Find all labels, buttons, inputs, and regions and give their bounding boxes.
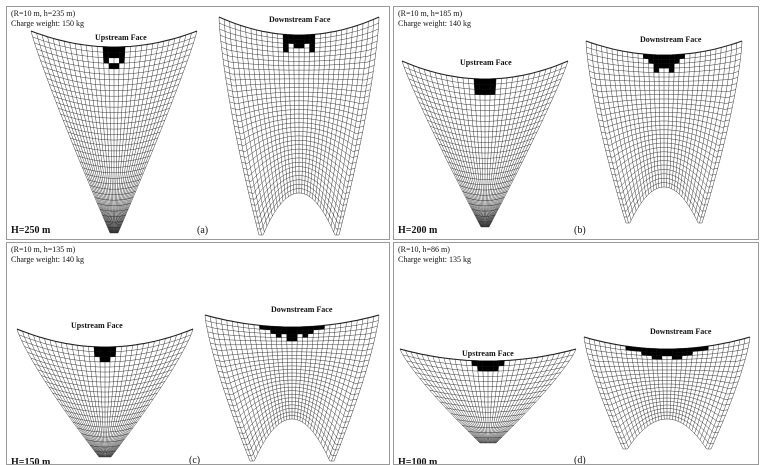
panel-b-label: (b) — [574, 225, 586, 236]
panel-a-height-label: H=250 m — [11, 225, 51, 236]
panel-b-charge-weight: Charge weight: 140 kg — [398, 19, 471, 28]
panel-b-upstream-label: Upstream Face — [460, 58, 512, 67]
panel-d-upstream-mesh — [399, 348, 577, 444]
panel-a-geometry: (R=10 m, h=235 m) — [11, 9, 76, 18]
panel-b-downstream-label: Downstream Face — [640, 35, 702, 44]
panel-d-geometry: (R=10, h=86 m) — [398, 245, 450, 254]
panel-d-downstream-label: Downstream Face — [650, 327, 712, 336]
panel-c-label: (c) — [189, 455, 201, 465]
panel-d-height-label: H=100 m — [398, 457, 438, 465]
panel-c-height-label: H=150 m — [11, 457, 51, 465]
panel-c-charge-weight: Charge weight: 140 kg — [11, 255, 84, 264]
panel-b-parameters: (R=10 m, h=185 m) Charge weight: 140 kg — [398, 9, 471, 29]
panel-a-upstream-mesh — [30, 30, 198, 234]
panel-a-downstream-mesh — [218, 16, 380, 236]
panel-c-geometry: (R=10 m, h=135 m) — [11, 245, 76, 254]
panel-b: (R=10 m, h=185 m) Charge weight: 140 kg … — [393, 6, 759, 240]
panel-c-downstream-mesh — [204, 314, 380, 462]
panel-d-charge-weight: Charge weight: 135 kg — [398, 255, 471, 264]
panel-d-upstream-label: Upstream Face — [462, 349, 514, 358]
panel-c: (R=10 m, h=135 m) Charge weight: 140 kg … — [6, 242, 390, 465]
panel-c-upstream-label: Upstream Face — [71, 321, 123, 330]
panel-a-downstream-label: Downstream Face — [269, 15, 331, 24]
panel-a-charge-weight: Charge weight: 150 kg — [11, 19, 84, 28]
panel-c-upstream-mesh — [16, 328, 194, 458]
panel-b-downstream-mesh — [585, 40, 743, 224]
panel-a-parameters: (R=10 m, h=235 m) Charge weight: 150 kg — [11, 9, 84, 29]
panel-c-parameters: (R=10 m, h=135 m) Charge weight: 140 kg — [11, 245, 84, 265]
panel-c-downstream-label: Downstream Face — [271, 305, 333, 314]
panel-d-downstream-mesh — [583, 336, 751, 450]
panel-b-geometry: (R=10 m, h=185 m) — [398, 9, 463, 18]
panel-a-label: (a) — [197, 225, 209, 236]
panel-a-upstream-label: Upstream Face — [95, 33, 147, 42]
panel-d: (R=10, h=86 m) Charge weight: 135 kg Ups… — [393, 242, 759, 465]
panel-d-label: (d) — [574, 455, 586, 465]
panel-b-height-label: H=200 m — [398, 225, 438, 236]
panel-b-upstream-mesh — [401, 60, 569, 228]
panel-d-parameters: (R=10, h=86 m) Charge weight: 135 kg — [398, 245, 471, 265]
panel-a: (R=10 m, h=235 m) Charge weight: 150 kg … — [6, 6, 390, 240]
